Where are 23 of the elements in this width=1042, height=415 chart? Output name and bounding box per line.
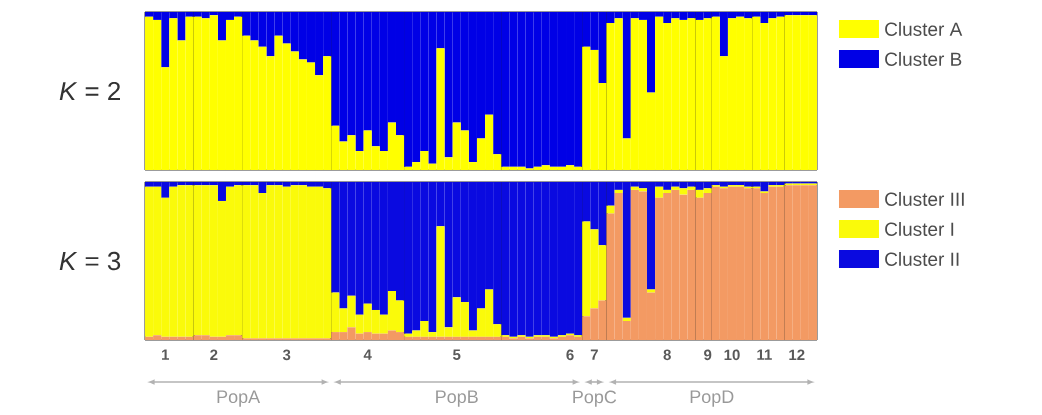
text: PopD (690, 390, 734, 407)
y-axis-title: K = 2 (59, 81, 120, 101)
x-tick-label: 6 (566, 349, 574, 361)
x-tick-label: 4 (363, 349, 372, 360)
legend-label: Cluster III (885, 192, 964, 206)
x-tick-label: 12 (789, 349, 805, 360)
legend-label: Cluster II (885, 252, 959, 266)
text: PopC (573, 390, 617, 407)
x-tick-label: 1 (162, 349, 169, 360)
y-axis-title: K = 3 (59, 251, 121, 271)
legend-label: Cluster A (885, 22, 963, 36)
x-tick-label: 9 (704, 349, 712, 361)
x-tick-label: 7 (590, 349, 598, 360)
text: PopA (217, 390, 261, 407)
x-tick-label: 8 (663, 349, 671, 361)
x-tick-label: 5 (453, 349, 461, 360)
x-tick-label: 2 (210, 349, 218, 360)
x-tick-label: 3 (282, 349, 291, 361)
legend-label: Cluster I (885, 222, 954, 236)
x-tick-label: 10 (724, 349, 740, 361)
x-tick-label: 11 (757, 349, 772, 360)
text: PopB (436, 390, 478, 407)
legend-label: Cluster B (885, 52, 962, 66)
